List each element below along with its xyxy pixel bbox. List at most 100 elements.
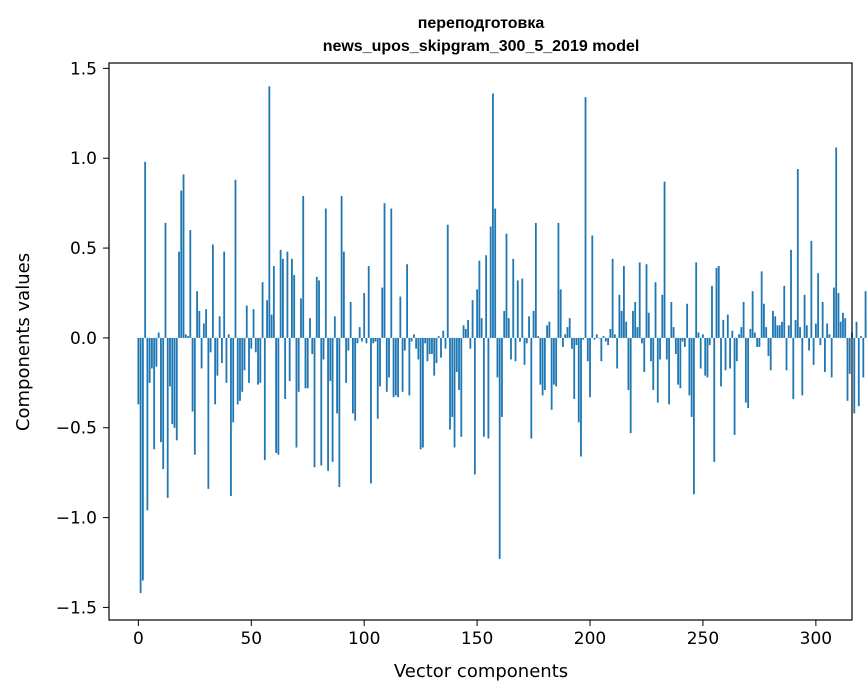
bar	[388, 337, 390, 378]
bar	[848, 337, 851, 374]
bar	[550, 337, 553, 410]
bar	[573, 337, 576, 399]
bar	[467, 319, 469, 338]
bar	[677, 337, 680, 385]
bar	[537, 336, 539, 338]
bar	[744, 337, 747, 403]
bar	[747, 337, 750, 408]
bar	[555, 337, 558, 387]
bar	[729, 337, 731, 369]
bar	[668, 337, 670, 405]
bar	[376, 337, 379, 419]
bar	[568, 318, 571, 338]
bar	[279, 249, 282, 338]
bar	[437, 336, 440, 338]
bar	[189, 230, 192, 338]
bar	[616, 337, 619, 369]
bar	[327, 337, 329, 471]
bar	[286, 251, 289, 338]
bar	[711, 285, 713, 338]
bar	[401, 337, 404, 392]
bar	[171, 337, 174, 425]
bar	[643, 337, 646, 373]
bar	[582, 337, 585, 340]
bar	[291, 258, 293, 338]
bar	[507, 318, 510, 338]
bar	[769, 337, 772, 371]
bar	[817, 273, 820, 338]
x-tick-label: 200	[574, 629, 606, 649]
bar	[232, 337, 235, 423]
bar	[412, 334, 415, 338]
x-tick-label: 300	[800, 629, 832, 649]
bar	[202, 323, 205, 338]
bar	[767, 337, 770, 356]
bar	[598, 337, 600, 339]
bar	[751, 291, 754, 338]
bar	[785, 337, 788, 371]
bar	[494, 208, 497, 338]
bar	[268, 86, 271, 338]
bar	[480, 318, 483, 338]
bar	[200, 337, 203, 369]
y-tick-label: −1.5	[56, 598, 97, 618]
bar	[562, 337, 564, 347]
bar	[383, 203, 386, 338]
bar	[805, 325, 808, 338]
bar	[860, 336, 862, 338]
bar	[799, 327, 801, 338]
y-axis-label: Components values	[13, 253, 34, 431]
bar	[812, 337, 815, 365]
bar	[338, 337, 341, 488]
bar	[180, 190, 183, 338]
bar	[796, 169, 799, 338]
bar	[853, 337, 856, 414]
bar	[534, 222, 537, 338]
bar	[218, 316, 221, 338]
bar	[284, 337, 287, 399]
bar	[315, 276, 318, 338]
bar	[424, 337, 427, 344]
bar	[302, 195, 305, 338]
bar	[656, 337, 659, 403]
bar	[647, 312, 650, 338]
bar	[824, 337, 826, 373]
bar	[372, 337, 375, 344]
bar	[288, 337, 291, 382]
bar	[270, 314, 273, 338]
bar	[342, 251, 345, 338]
bar	[546, 325, 549, 338]
bar	[394, 337, 397, 396]
bar	[706, 337, 709, 378]
bar	[155, 337, 158, 367]
bar	[665, 337, 668, 360]
bar	[250, 337, 253, 349]
bar	[261, 282, 264, 338]
bar	[392, 337, 395, 398]
bar	[324, 208, 327, 338]
bar	[153, 337, 156, 450]
bar	[839, 321, 842, 338]
bar	[837, 292, 840, 338]
bar	[519, 337, 521, 342]
bar	[602, 336, 605, 338]
bar	[207, 337, 210, 489]
bar	[363, 292, 366, 338]
bar	[187, 336, 189, 338]
bar	[340, 195, 343, 338]
bar	[426, 337, 429, 362]
bar	[345, 337, 348, 383]
bar	[591, 235, 594, 338]
bar	[277, 337, 280, 455]
bar	[444, 337, 447, 349]
bar	[304, 337, 307, 389]
bar	[776, 325, 779, 338]
bar	[311, 337, 314, 355]
bar	[309, 318, 311, 338]
bar	[471, 300, 474, 338]
bar	[239, 337, 241, 401]
bar	[489, 226, 492, 338]
bar	[460, 337, 463, 437]
bar	[419, 337, 422, 450]
x-tick-label: 50	[240, 629, 262, 649]
